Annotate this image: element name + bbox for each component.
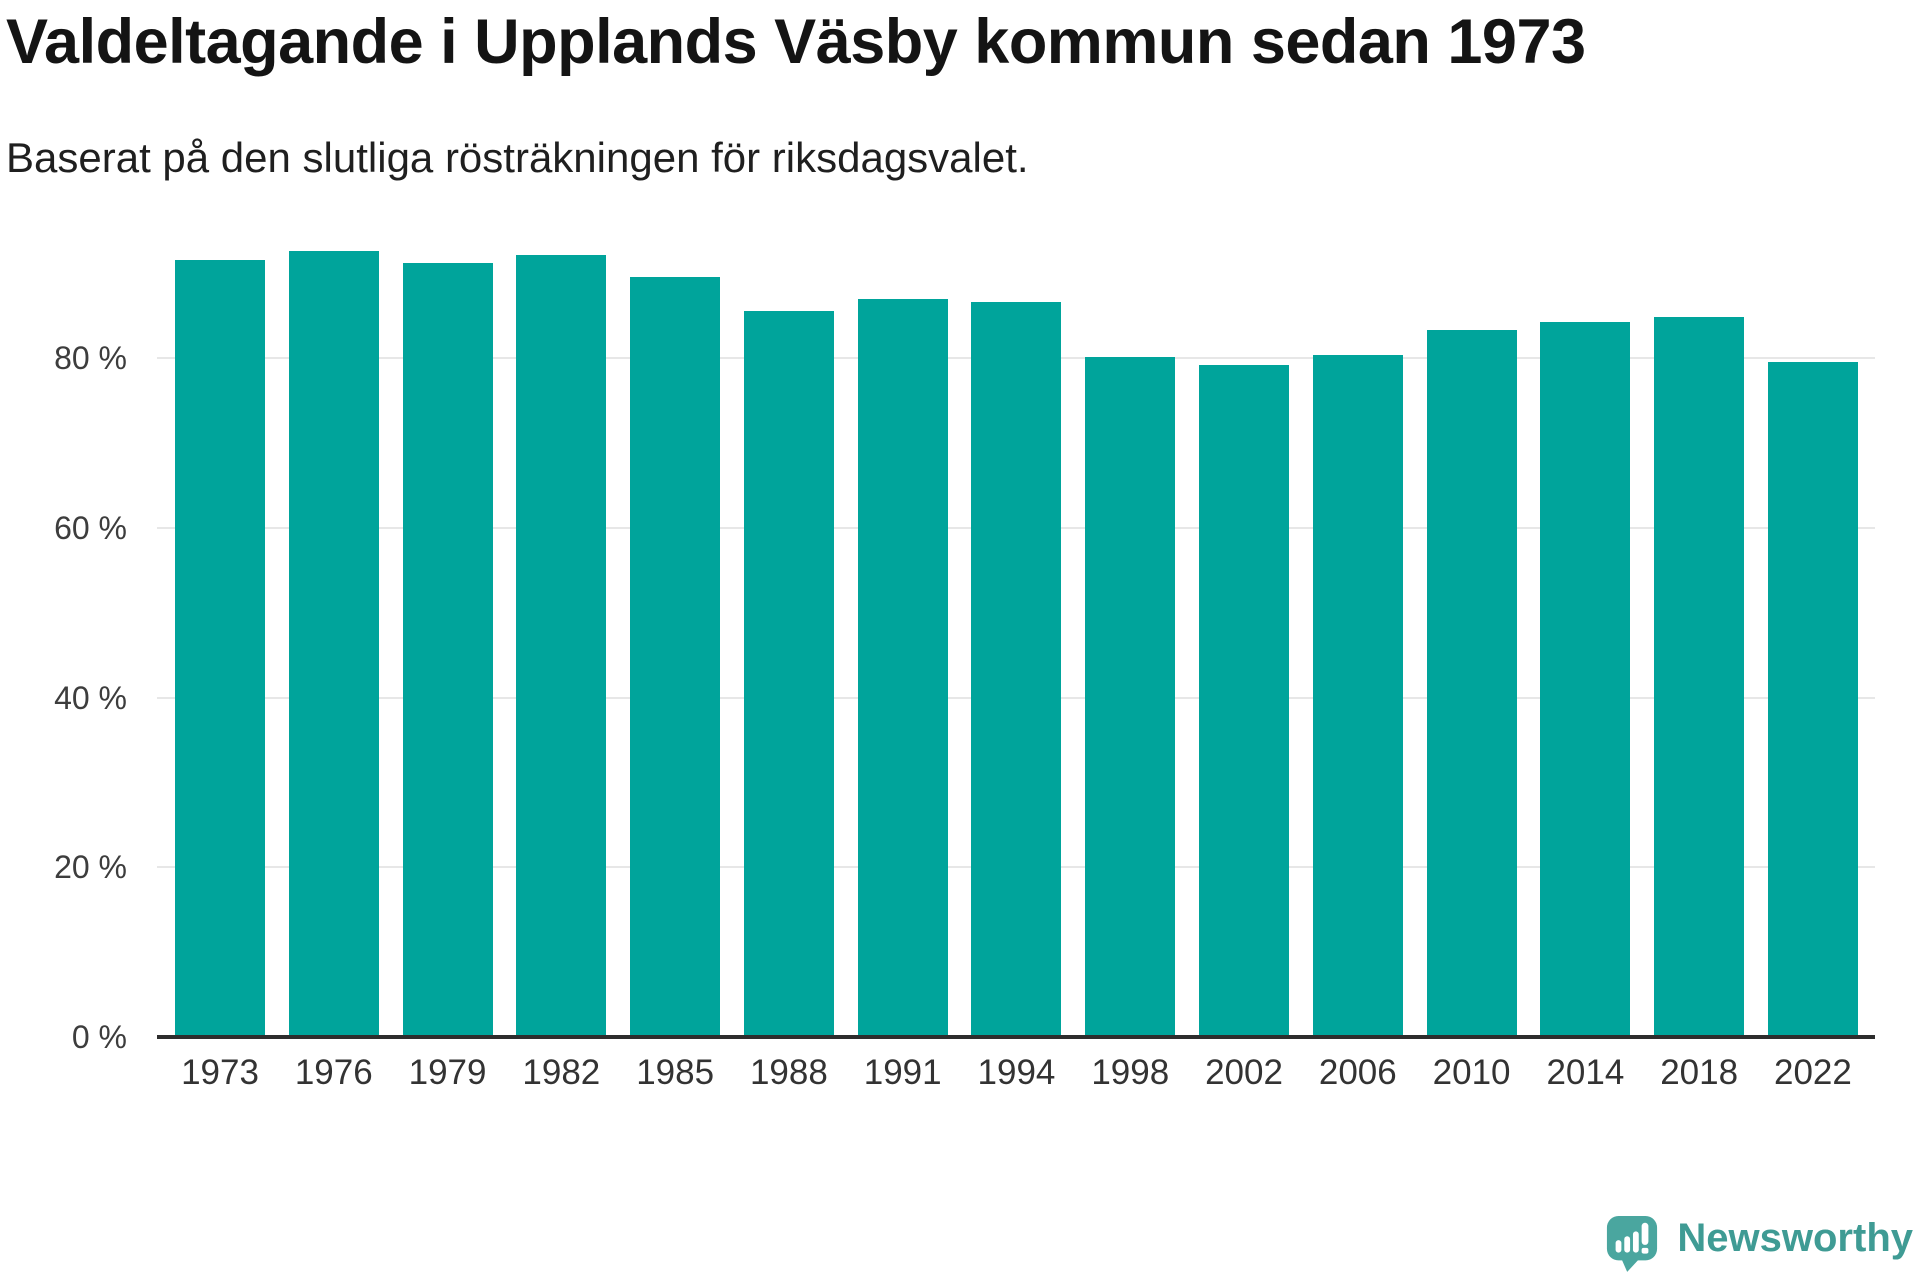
x-tick-label-2018: 2018	[1660, 1053, 1739, 1092]
x-tick-label-2022: 2022	[1774, 1053, 1852, 1092]
bar-2018: 2018	[1654, 317, 1745, 1090]
x-tick-label-1973: 1973	[181, 1053, 259, 1092]
bar-1976: 1976	[288, 251, 379, 1090]
x-tick-label-2002: 2002	[1205, 1053, 1283, 1092]
x-tick-label-2014: 2014	[1546, 1053, 1625, 1092]
x-tick-label-1998: 1998	[1091, 1053, 1170, 1092]
bar-2002: 2002	[1199, 364, 1290, 1090]
x-tick-label-1991: 1991	[863, 1053, 942, 1092]
bar-2010: 2010	[1426, 330, 1517, 1090]
y-tick-label-20: 20 %	[54, 849, 127, 886]
x-tick-label-2010: 2010	[1432, 1053, 1511, 1092]
x-tick-label-2006: 2006	[1318, 1053, 1397, 1092]
y-tick-label-80: 80 %	[54, 340, 127, 376]
bar-1985: 1985	[630, 276, 721, 1090]
y-tick-label-40: 40 %	[54, 679, 127, 716]
chart-subtitle: Baserat på den slutliga rösträkningen fö…	[6, 134, 1029, 181]
x-axis-line	[157, 1035, 1875, 1039]
newsworthy-logo-text: Newsworthy	[1677, 1216, 1913, 1260]
y-tick-label-60: 60 %	[54, 509, 127, 546]
bar-1998: 1998	[1085, 357, 1176, 1090]
newsworthy-logo: Newsworthy	[1605, 1214, 1913, 1272]
bar-2022: 2022	[1767, 362, 1858, 1090]
chart-title: Valdeltagande i Upplands Väsby kommun se…	[6, 7, 1586, 77]
x-tick-label-1994: 1994	[977, 1053, 1056, 1092]
bar-2006: 2006	[1312, 355, 1403, 1090]
bars-container: 1973 1976 1979 1982 1985 1988 1991 1994 1998 2002…	[175, 215, 1858, 1090]
x-tick-label-1976: 1976	[294, 1053, 373, 1092]
y-tick-label-0: 0 %	[71, 1019, 127, 1055]
x-tick-label-1982: 1982	[522, 1053, 601, 1092]
bar-1982: 1982	[516, 255, 607, 1090]
bar-1991: 1991	[857, 299, 948, 1090]
x-tick-label-1988: 1988	[749, 1053, 828, 1092]
bar-1994: 1994	[971, 301, 1062, 1090]
bar-1973: 1973	[175, 259, 265, 1090]
bar-2014: 2014	[1540, 322, 1631, 1090]
bar-chart-plot-area: 1973 1976 1979 1982 1985 1988 1991 1994 1998 2002…	[54, 215, 1875, 1090]
newsworthy-logo-icon	[1607, 1216, 1658, 1272]
x-tick-label-1979: 1979	[408, 1053, 487, 1092]
x-tick-label-1985: 1985	[636, 1053, 715, 1092]
bar-1979: 1979	[402, 262, 493, 1090]
bar-1988: 1988	[743, 311, 834, 1090]
